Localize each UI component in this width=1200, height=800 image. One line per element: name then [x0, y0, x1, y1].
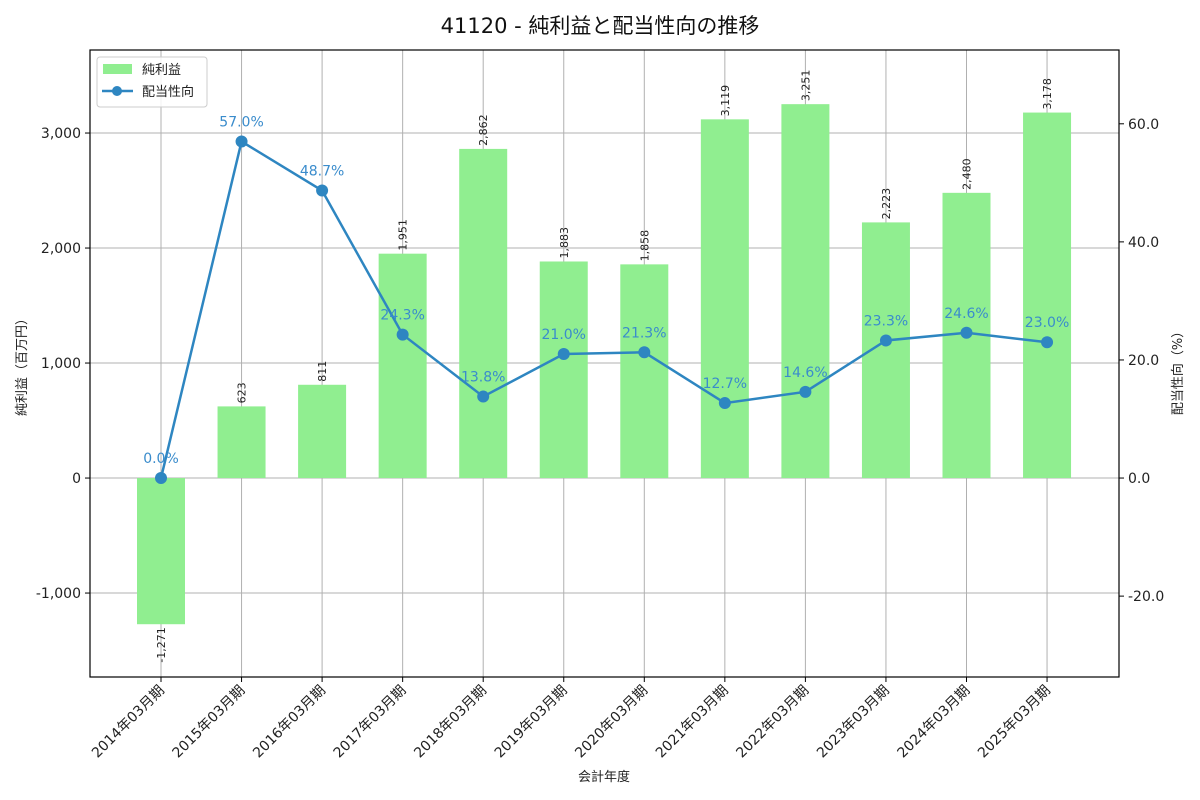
- y-tick-label: 1,000: [41, 356, 81, 372]
- bar-value-label: 3,119: [719, 85, 732, 117]
- bar-value-label: 1,951: [397, 219, 410, 251]
- bar: [539, 261, 588, 479]
- x-tick-label: 2015年03月期: [170, 683, 249, 762]
- x-tick-label: 2016年03月期: [250, 683, 329, 762]
- payout-ratio-marker: [396, 328, 409, 341]
- payout-ratio-value-label: 48.7%: [300, 164, 344, 180]
- x-tick-label: 2025年03月期: [975, 683, 1054, 762]
- net-income-bars: [137, 104, 1072, 625]
- y-tick-label: -1,000: [36, 586, 81, 602]
- x-tick-label: 2014年03月期: [89, 683, 168, 762]
- legend-label-net-income: 純利益: [142, 63, 181, 78]
- bar-value-label: 3,178: [1041, 78, 1054, 110]
- y2-tick-label: 20.0: [1128, 353, 1159, 369]
- payout-ratio-marker: [638, 346, 651, 359]
- payout-ratio-marker: [477, 390, 490, 403]
- payout-ratio-marker: [799, 385, 812, 398]
- bar-value-label: 3,251: [799, 70, 812, 102]
- bar-value-label: 1,858: [638, 230, 651, 262]
- legend: 純利益 配当性向: [96, 56, 208, 108]
- x-axis-label: 会計年度: [578, 769, 630, 785]
- payout-ratio-line: [155, 135, 1054, 485]
- y-tick-label: 3,000: [41, 126, 81, 142]
- bar: [781, 104, 830, 479]
- payout-ratio-value-label: 23.3%: [864, 313, 908, 329]
- y-tick-label: 2,000: [41, 241, 81, 257]
- y2-tick-label: 60.0: [1128, 117, 1159, 133]
- payout-ratio-value-label: 21.0%: [542, 327, 586, 343]
- payout-ratio-value-label: 14.6%: [783, 365, 827, 381]
- bar: [1023, 112, 1072, 479]
- y-tick-label: 0: [72, 471, 81, 487]
- y-axis-left-ticks: -1,000 0 1,000 2,000 3,000: [36, 126, 90, 602]
- x-tick-label: 2022年03月期: [733, 683, 812, 762]
- net-income-bar-labels: -1,271 623 811 1,951 2,862 1,883 1,858 3,119 3,2…: [155, 70, 1054, 663]
- x-tick-label: 2024年03月期: [895, 683, 974, 762]
- payout-ratio-value-label: 24.3%: [380, 308, 424, 324]
- payout-ratio-marker: [960, 326, 973, 339]
- x-tick-label: 2017年03月期: [331, 683, 410, 762]
- payout-ratio-marker: [1041, 336, 1054, 349]
- payout-ratio-labels: 0.0% 57.0% 48.7% 24.3% 13.8% 21.0% 21.3% 12.7% 1…: [143, 115, 1069, 468]
- bar-value-label: 2,480: [961, 158, 974, 190]
- payout-ratio-marker: [879, 334, 892, 347]
- bar: [378, 253, 427, 479]
- legend-label-payout-ratio: 配当性向: [142, 84, 194, 100]
- x-tick-label: 2021年03月期: [653, 683, 732, 762]
- bar-value-label: 2,862: [477, 114, 490, 146]
- x-tick-label: 2020年03月期: [572, 683, 651, 762]
- bar-value-label: 2,223: [880, 188, 893, 220]
- payout-ratio-value-label: 21.3%: [622, 325, 666, 341]
- y2-tick-label: -20.0: [1128, 589, 1164, 605]
- payout-ratio-value-label: 12.7%: [703, 376, 747, 392]
- x-tick-label: 2018年03月期: [411, 683, 490, 762]
- chart-title: 41120 - 純利益と配当性向の推移: [440, 14, 760, 38]
- y2-tick-label: 40.0: [1128, 235, 1159, 251]
- payout-ratio-marker: [718, 397, 731, 410]
- bar: [459, 148, 508, 479]
- y2-tick-label: 0.0: [1128, 471, 1150, 487]
- bar: [137, 478, 185, 625]
- payout-ratio-value-label: 0.0%: [143, 451, 179, 467]
- payout-ratio-marker: [155, 472, 167, 485]
- bar-value-label: 811: [316, 361, 329, 382]
- payout-ratio-value-label: 24.6%: [944, 306, 988, 322]
- x-axis-ticks: 2014年03月期 2015年03月期 2016年03月期 2017年03月期 2018…: [89, 677, 1054, 761]
- payout-ratio-value-label: 13.8%: [461, 370, 505, 386]
- y-axis-right-label: 配当性向（%）: [1170, 325, 1186, 415]
- bar: [620, 264, 669, 479]
- bar: [700, 119, 749, 479]
- bar-value-label: 623: [236, 382, 249, 403]
- y-axis-right-ticks: -20.0 0.0 20.0 40.0 60.0: [1119, 117, 1164, 605]
- x-tick-label: 2023年03月期: [814, 683, 893, 762]
- payout-ratio-marker: [235, 135, 248, 148]
- payout-ratio-value-label: 57.0%: [219, 115, 263, 131]
- bar-value-label: 1,883: [558, 227, 571, 259]
- x-tick-label: 2019年03月期: [492, 683, 571, 762]
- payout-ratio-polyline: [159, 139, 1048, 479]
- bar: [298, 384, 347, 479]
- bar-value-label: -1,271: [155, 627, 168, 662]
- legend-bar-swatch-icon: [103, 64, 132, 74]
- bar: [217, 406, 266, 479]
- payout-ratio-marker: [557, 348, 570, 361]
- payout-ratio-value-label: 23.0%: [1025, 315, 1069, 331]
- y-axis-left-label: 純利益（百万円）: [15, 312, 30, 416]
- payout-ratio-marker: [316, 184, 329, 197]
- legend-marker-icon: [112, 86, 122, 96]
